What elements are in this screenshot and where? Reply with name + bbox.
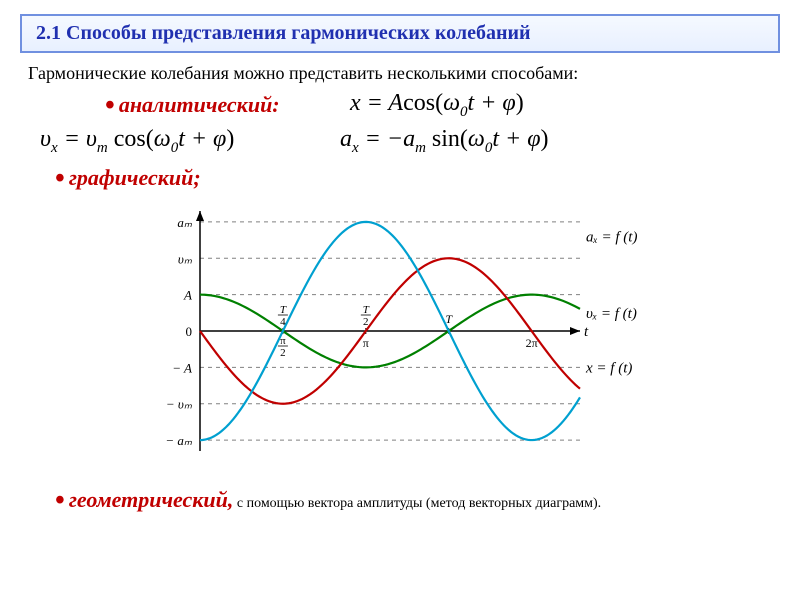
svg-text:υₘ: υₘ [178,251,193,266]
bullet-graphical-label: графический; [69,165,201,190]
formula-x: x = Acos(ω0t + φ) [350,90,800,122]
svg-text:x = f (t): x = f (t) [585,360,632,376]
svg-text:T: T [280,304,287,316]
harmonic-chart: aₘυₘA− A− υₘ− aₘ0tT4T2Tπ2π2πx = f (t)υₓ … [130,201,670,481]
svg-text:t: t [584,324,589,340]
intro-text: Гармонические колебания можно представит… [28,63,772,84]
bullet-analytical-label: аналитический: [119,92,280,117]
bullet-geometric: •геометрический, с помощью вектора ампли… [55,485,800,517]
svg-text:π: π [363,336,369,350]
bullet-analytical: •аналитический: [105,90,350,122]
svg-text:T: T [363,304,370,316]
svg-text:A: A [183,287,192,302]
svg-text:υₓ = f (t): υₓ = f (t) [586,306,637,322]
bullet-graphical: •графический; [55,163,800,195]
svg-text:− υₘ: − υₘ [166,397,193,412]
formula-vx: υx = υm cos(ω0t + φ) [40,126,340,157]
bullet-geometric-label: геометрический, [69,487,234,512]
chart-container: aₘυₘA− A− υₘ− aₘ0tT4T2Tπ2π2πx = f (t)υₓ … [130,201,670,481]
svg-text:2: 2 [280,347,286,359]
svg-text:aₘ: aₘ [177,215,193,230]
svg-text:aₓ = f (t): aₓ = f (t) [586,229,637,245]
svg-text:T: T [445,312,453,326]
svg-text:− aₘ: − aₘ [165,433,193,448]
section-title: 2.1 Способы представления гармонических … [20,14,780,53]
svg-text:2: 2 [363,316,369,328]
bullet-geometric-sub: с помощью вектора амплитуды (метод векто… [233,496,601,511]
svg-text:− A: − A [172,360,192,375]
svg-text:0: 0 [186,324,193,339]
formula-ax: ax = −am sin(ω0t + φ) [340,126,800,157]
